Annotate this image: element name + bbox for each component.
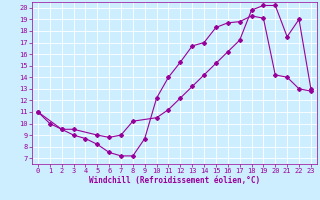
- X-axis label: Windchill (Refroidissement éolien,°C): Windchill (Refroidissement éolien,°C): [89, 176, 260, 185]
